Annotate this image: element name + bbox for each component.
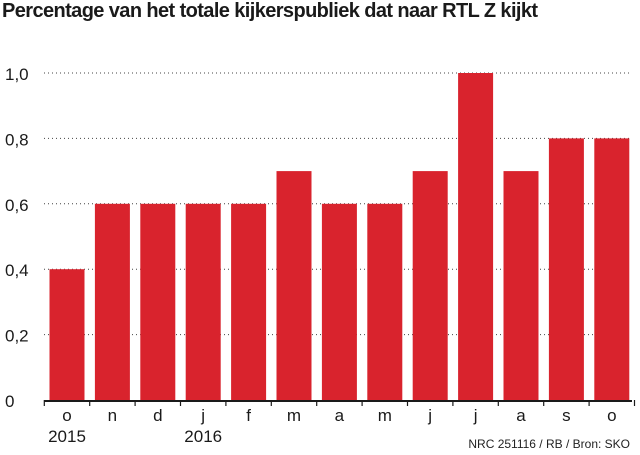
x-axis-tick-labels: o n d j f m a m j j a s o 2015 2016 [48,406,616,446]
bar [49,269,85,400]
bar [140,203,176,400]
x-tick-label: o [607,406,616,425]
x-tick-label: m [378,406,392,425]
bar [594,138,630,400]
bars [49,73,630,400]
bar [367,203,403,400]
x-tick-label: a [516,406,526,425]
x-axis [43,400,636,406]
x-tick-label: j [427,406,432,425]
bar [276,171,312,400]
y-tick-label: 0,8 [5,130,29,149]
year-label: 2016 [184,427,222,446]
bar [458,73,494,400]
x-tick-label: o [62,406,71,425]
x-tick-label: n [108,406,117,425]
year-label: 2015 [48,427,86,446]
y-tick-label: 1,0 [5,65,29,84]
x-tick-label: m [287,406,301,425]
chart-title: Percentage van het totale kijkerspubliek… [2,0,538,22]
x-tick-label: j [473,406,478,425]
bar [94,203,130,400]
bar [185,203,221,400]
x-tick-label: j [200,406,205,425]
y-tick-label: 0,6 [5,196,29,215]
bar [321,203,357,400]
x-tick-label: s [562,406,571,425]
bar [231,203,267,400]
x-tick-label: f [246,406,251,425]
bar [503,171,539,400]
bar [412,171,448,400]
x-tick-label: d [153,406,162,425]
y-tick-label: 0 [5,392,14,411]
y-tick-label: 0,4 [5,261,29,280]
x-tick-label: a [335,406,345,425]
bar [548,138,584,400]
source-note: NRC 251116 / RB / Bron: SKO [468,437,630,451]
y-axis-tick-labels: 0 0,2 0,4 0,6 0,8 1,0 [5,65,29,411]
y-tick-label: 0,2 [5,327,29,346]
